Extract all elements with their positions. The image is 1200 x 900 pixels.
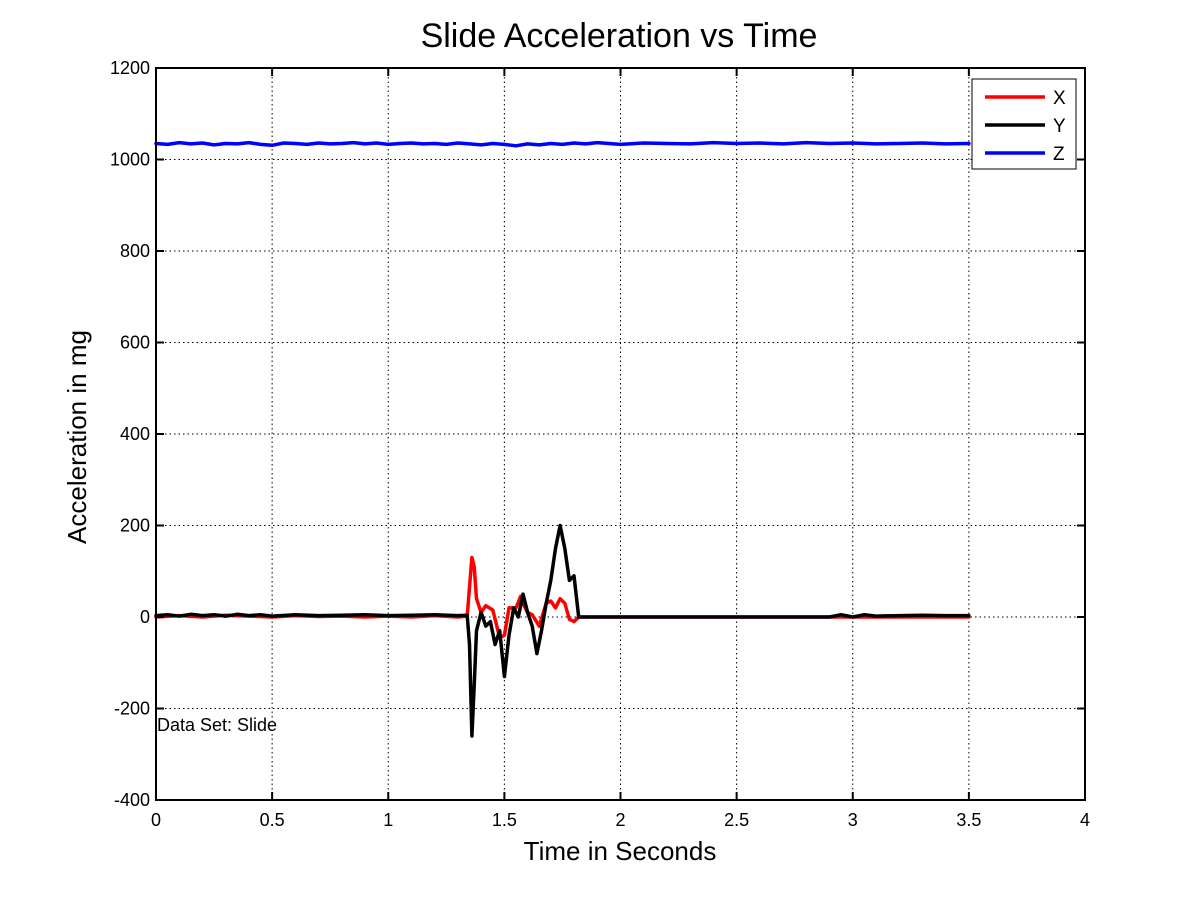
y-tick-label: 600 [120,333,150,353]
legend-label-x: X [1053,88,1066,109]
series-line-x [154,555,971,640]
axis-ticks [155,67,1086,801]
legend-label-z: Z [1053,144,1065,165]
x-tick-label: 4 [1080,810,1090,830]
legend-label-y: Y [1053,116,1066,137]
x-tick-label: 1.5 [492,810,517,830]
y-tick-label: -400 [114,790,150,810]
y-tick-label: -200 [114,699,150,719]
x-tick-label: 2.5 [724,810,749,830]
y-tick-label: 800 [120,241,150,261]
y-axis-label: Acceleration in mg [62,330,92,544]
legend: XYZ [971,78,1077,170]
x-tick-label: 3 [848,810,858,830]
tick-labels: 0 0.5 1 1.5 2 2.5 3 3.5 4 -400 -200 0 200 400 600 800 10… [110,58,1090,830]
chart-title: Slide Acceleration vs Time [421,17,818,55]
x-tick-label: 3.5 [956,810,981,830]
x-axis-label: Time in Seconds [524,836,717,866]
y-tick-label: 400 [120,424,150,444]
y-tick-label: 1000 [110,150,150,170]
x-tick-label: 0.5 [260,810,285,830]
series-lines [154,140,971,738]
series-line-y [154,523,971,738]
x-tick-label: 2 [615,810,625,830]
grid-lines [156,68,1085,800]
y-tick-label: 1200 [110,58,150,78]
data-set-annotation: Data Set: Slide [157,715,277,735]
x-tick-label: 1 [383,810,393,830]
y-tick-label: 0 [140,607,150,627]
series-line-z [154,140,971,148]
y-tick-label: 200 [120,516,150,536]
x-tick-label: 0 [151,810,161,830]
